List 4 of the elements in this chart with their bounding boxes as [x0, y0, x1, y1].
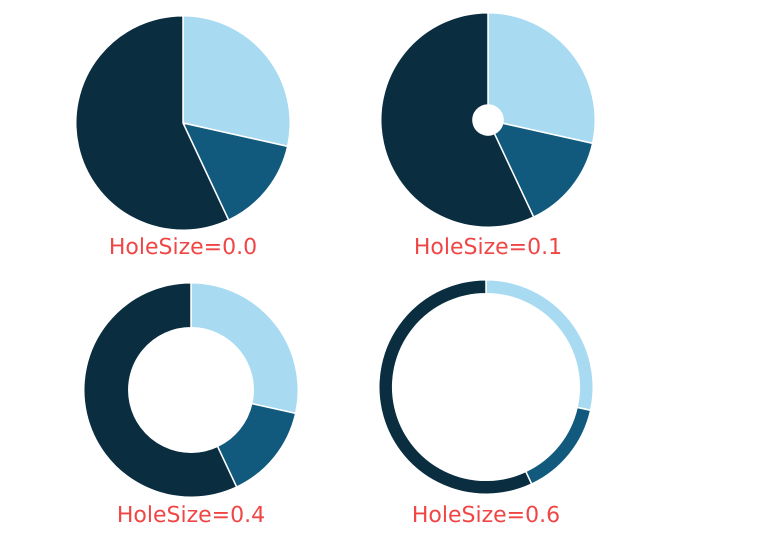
- text: HoleSize=0.0: [108, 235, 258, 260]
- text: HoleSize=0.1: [412, 235, 564, 260]
- text: HoleSize=0.6: [410, 503, 562, 528]
- text: HoleSize=0.4: [116, 503, 266, 528]
